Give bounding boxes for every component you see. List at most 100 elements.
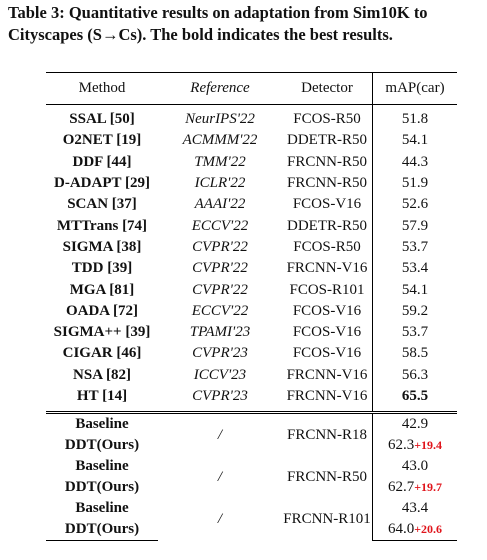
table-cell: MTTrans [74] [56,217,148,234]
table-cell: NSA [82] [73,366,131,383]
map-gain: +19.7 [414,480,443,495]
map-cell: 43.4 [372,498,457,520]
method-cell: Baseline [75,458,129,475]
table-row: CIGAR [46] CVPR'23 FCOS-V16 58.5 [46,343,457,365]
map-cell: 62.3+19.4 [372,435,457,457]
table-cell: CVPR'23 [192,345,248,362]
table-row: HT [14] CVPR'23 FRCNN-V16 65.5 [46,385,457,415]
table-cell: CVPR'23 [158,385,282,415]
table-header: Method Reference Detector mAP(car) [46,72,457,105]
table-row: MTTrans [74] ECCV'22 DDETR-R50 57.9 [46,215,457,237]
table-cell: FRCNN-R50 [286,175,368,192]
table-cell: AAAI'22 [194,196,246,213]
table-cell: FRCNN-V16 [286,366,368,383]
table-cell: FCOS-V16 [292,196,362,213]
table-cell: FCOS-R50 [293,111,361,128]
table-cell: CVPR'22 [192,260,248,277]
table-cell: NeurIPS'22 [185,111,255,128]
table-row: NSA [82] ICCV'23 FRCNN-V16 56.3 [46,364,457,386]
table-cell: 59.2 [372,300,457,322]
table-cell: HT [14] [46,385,158,415]
table-cell: 51.8 [372,104,457,131]
table-cell: FRCNN-R50 [286,153,368,170]
group-row: DDT(Ours) 62.7+19.7 [46,477,457,499]
table-cell: 53.7 [372,236,457,259]
table-cell: 52.6 [372,194,457,216]
header-row: Method Reference Detector mAP(car) [46,72,457,105]
map-value: 64.0 [387,521,415,538]
table-row: DDF [44] TMM'22 FRCNN-R50 44.3 [46,151,457,173]
map-value: 43.4 [401,500,429,517]
table-cell: CVPR'22 [192,281,248,298]
method-cell: DDT(Ours) [64,479,140,496]
table-cell: ECCV'22 [191,302,249,319]
table-row: O2NET [19] ACMMM'22 DDETR-R50 54.1 [46,130,457,152]
table-cell: ICLR'22 [194,175,246,192]
table-cell: DDETR-R50 [287,217,367,234]
header-cell: Method [46,72,158,105]
table-cell: 57.9 [372,215,457,237]
method-cell: DDT(Ours) [46,519,158,542]
table-cell: FCOS-R101 [289,281,365,298]
table-cell: FCOS-V16 [292,324,362,341]
table-cell: ICCV'23 [193,366,247,383]
group-row: Baseline / FRCNN-R101 43.4 [46,498,457,527]
table-cell: DDETR-R50 [287,132,367,149]
group-row: Baseline / FRCNN-R18 42.9 [46,412,457,443]
table-row: OADA [72] ECCV'22 FCOS-V16 59.2 [46,300,457,322]
table-caption: Table 3: Quantitative results on adaptat… [8,3,428,44]
table-cell: D-ADAPT [29] [54,175,150,192]
table-cell: SIGMA [38] [62,238,142,255]
reference-cell: / [217,510,223,527]
table-cell: SIGMA++ [39] [53,324,151,341]
detector-cell: FRCNN-R101 [283,510,371,527]
table-cell: 53.7 [372,321,457,344]
table-row: TDD [39] CVPR'22 FRCNN-V16 53.4 [46,258,457,280]
main-rows: SSAL [50] NeurIPS'22 FCOS-R50 51.8 O2NET [19… [46,104,457,415]
table-cell: FRCNN-V16 [286,260,368,277]
table-cell: CIGAR [46] [62,345,142,362]
header-cell: Detector [282,72,373,105]
group-rows: Baseline / FRCNN-R18 42.9 DDT(Ours) 62.3+19.4… [46,412,457,542]
table-cell: ACMMM'22 [182,132,258,149]
map-cell: 62.7+19.7 [372,477,457,499]
table-cell: FCOS-R50 [293,238,361,255]
header-cell: Reference [158,72,282,105]
results-table: Method Reference Detector mAP(car) SSAL [50… [46,72,457,542]
reference-cell: / [217,426,223,443]
method-cell: Baseline [75,500,129,517]
table-cell: TPAMI'23 [189,324,251,341]
detector-cell: FRCNN-R50 [286,468,368,485]
table-row: SCAN [37] AAAI'22 FCOS-V16 52.6 [46,194,457,216]
map-cell: 64.0+20.6 [372,519,457,542]
table-cell: TMM'22 [194,153,246,170]
table-cell: TDD [39] [71,260,133,277]
table-cell: MGA [81] [69,281,135,298]
table-cell: 51.9 [372,172,457,195]
map-value: 42.9 [401,416,429,433]
map-value: 62.7 [387,479,415,496]
group-row: Baseline / FRCNN-R50 43.0 [46,456,457,485]
detector-cell: FRCNN-R18 [286,426,368,443]
map-gain: +19.4 [414,438,443,453]
table-cell: FCOS-V16 [292,345,362,362]
table-row: MGA [81] CVPR'22 FCOS-R101 54.1 [46,279,457,301]
table-cell: CVPR'22 [192,238,248,255]
table-cell: 53.4 [372,258,457,280]
table-row: D-ADAPT [29] ICLR'22 FRCNN-R50 51.9 [46,172,457,195]
table-cell: FCOS-V16 [292,302,362,319]
table-cell: DDF [44] [72,153,132,170]
table-cell: O2NET [19] [62,132,142,149]
table-row: SIGMA [38] CVPR'22 FCOS-R50 53.7 [46,236,457,259]
table-cell: FRCNN-V16 [282,385,373,415]
header-cell: mAP(car) [372,72,457,105]
table-cell: SCAN [37] [67,196,137,213]
method-cell: DDT(Ours) [64,437,140,454]
table-cell: 44.3 [372,151,457,173]
table-row: SIGMA++ [39] TPAMI'23 FCOS-V16 53.7 [46,321,457,344]
table-cell: 65.5 [372,385,457,415]
table-cell: 58.5 [372,343,457,365]
table-cell: ECCV'22 [191,217,249,234]
group-row: DDT(Ours) 64.0+20.6 [46,519,457,542]
